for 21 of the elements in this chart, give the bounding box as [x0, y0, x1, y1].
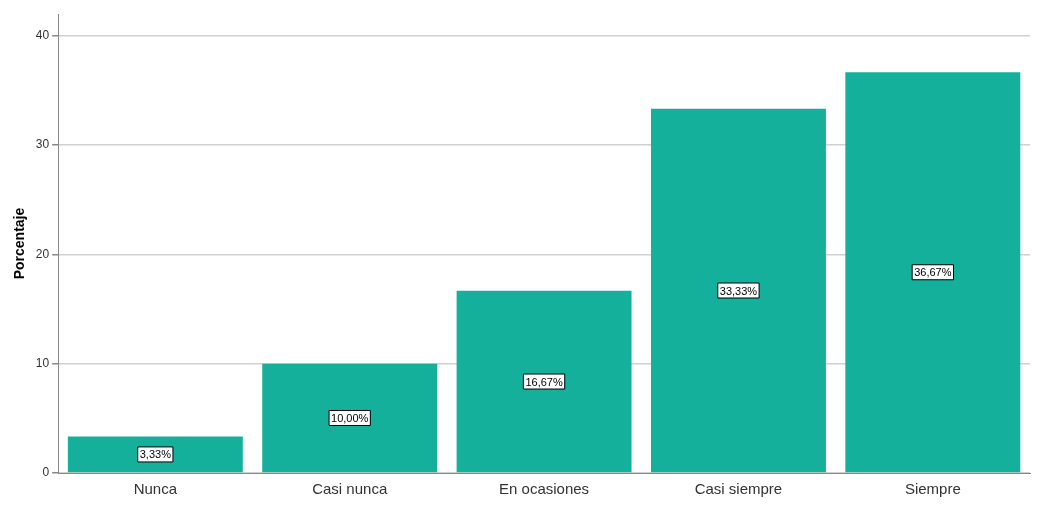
x-tick-label: Casi nunca: [312, 480, 388, 498]
y-tick-label: 20: [35, 246, 50, 261]
x-tick-label: Siempre: [904, 480, 961, 498]
y-tick-label: 40: [35, 28, 50, 43]
bar: [456, 290, 632, 473]
y-tick-label: 30: [35, 137, 50, 152]
data-label: 16,67%: [525, 375, 563, 388]
data-label: 36,67%: [914, 266, 952, 279]
bar: [650, 108, 826, 473]
data-label: 33,33%: [719, 284, 758, 297]
bar: [262, 363, 438, 473]
x-tick-label: Nunca: [133, 480, 178, 498]
bar: [845, 72, 1021, 473]
y-axis-title: Porcentaje: [11, 207, 28, 280]
data-label: 10,00%: [331, 412, 369, 425]
bar: [67, 436, 243, 473]
data-label: 3,33%: [139, 448, 172, 461]
y-tick-label: 0: [42, 465, 50, 480]
x-tick-label: En ocasiones: [499, 480, 590, 498]
x-tick-label: Casi siempre: [694, 480, 783, 498]
y-tick-label: 10: [35, 356, 50, 371]
